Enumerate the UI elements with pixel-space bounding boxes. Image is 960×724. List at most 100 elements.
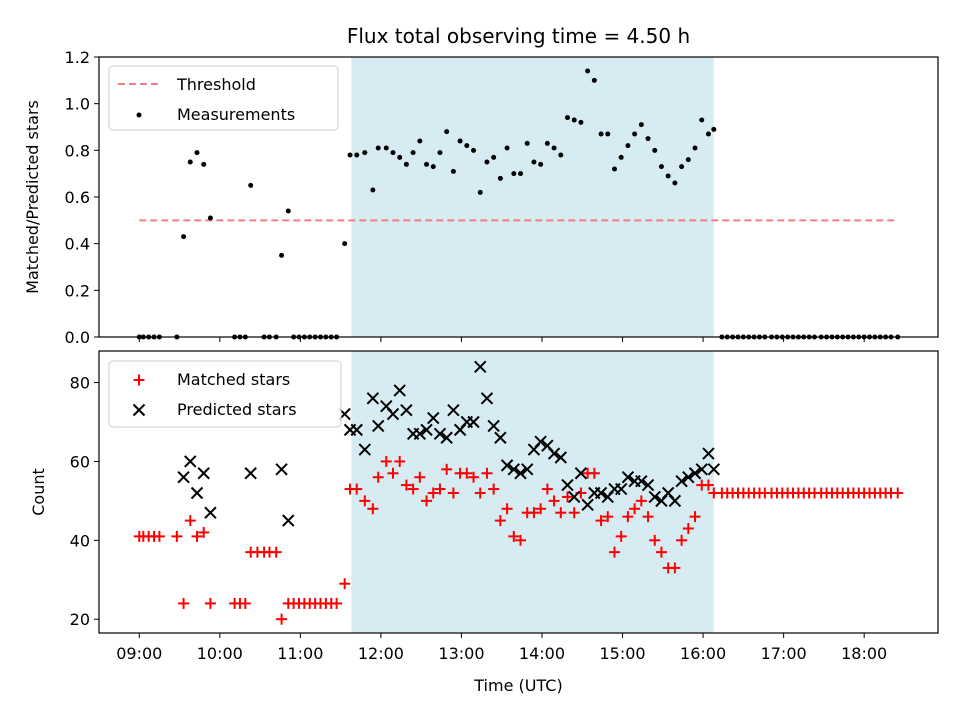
matched-star-point: [608, 546, 620, 558]
predicted-star-point: [635, 474, 648, 488]
measurement-point: [551, 145, 557, 151]
legend-predicted-stars-swatch: [132, 403, 146, 417]
measurement-point: [511, 171, 517, 177]
predicted-star-point: [350, 423, 363, 437]
x-tick-label: 09:00: [116, 644, 162, 663]
predicted-star-point: [420, 423, 433, 437]
measurement-point: [672, 180, 678, 186]
predicted-star-point: [494, 431, 507, 444]
matched-star-point: [331, 597, 343, 609]
observing-window-shade: [351, 351, 714, 633]
matched-star-point: [407, 483, 419, 495]
legend-plus-marker: [133, 374, 145, 386]
top-y-axis-label: Matched/Predicted stars: [23, 100, 42, 294]
legend-matched-stars-label: Matched stars: [177, 370, 290, 389]
measurement-point: [347, 152, 353, 158]
measurement-point: [632, 131, 638, 137]
legend-threshold-label: Threshold: [176, 75, 256, 94]
measurement-point: [571, 117, 577, 123]
x-tick-label: 10:00: [197, 644, 243, 663]
bottom-x-ticks: 09:00 10:00 11:00 12:00 13:00 14:00 15:00 16:00…: [116, 633, 887, 663]
matched-star-point: [270, 546, 282, 558]
legend-measurements-label: Measurements: [177, 105, 295, 124]
predicted-star-point: [641, 478, 655, 492]
measurement-point: [362, 150, 368, 156]
y-tick-label: 0.2: [65, 281, 90, 300]
measurement-point: [484, 159, 490, 165]
measurement-point: [424, 161, 430, 167]
matched-star-point: [367, 503, 379, 515]
x-tick-label: 12:00: [358, 644, 404, 663]
matched-star-point: [615, 530, 627, 542]
matched-star-point: [635, 495, 647, 507]
predicted-star-point: [366, 392, 380, 405]
measurement-point: [578, 119, 584, 125]
measurement-point: [558, 152, 564, 158]
matched-star-point: [892, 487, 904, 499]
measurement-point: [181, 234, 187, 240]
measurement-point: [638, 122, 644, 128]
measurement-point: [417, 138, 423, 144]
measurement-point: [524, 140, 530, 146]
matched-star-point: [515, 534, 527, 546]
matched-star-point: [461, 467, 473, 479]
predicted-star-point: [594, 486, 608, 500]
measurement-point: [618, 154, 624, 160]
matched-star-point: [535, 503, 547, 515]
measurement-point: [444, 129, 450, 135]
y-tick-label: 60: [70, 452, 90, 471]
x-tick-label: 14:00: [519, 644, 565, 663]
measurement-point: [477, 189, 483, 195]
predicted-star-point: [574, 467, 588, 480]
measurement-point: [679, 164, 685, 170]
matched-star-point: [239, 597, 251, 609]
matched-star-point: [669, 562, 681, 574]
predicted-star-point: [554, 451, 567, 464]
x-tick-label: 18:00: [841, 644, 887, 663]
matched-star-point: [434, 483, 446, 495]
measurement-point: [538, 161, 544, 167]
predicted-star-point: [413, 427, 427, 441]
bottom-y-ticks: 20 40 60 80: [70, 374, 99, 629]
x-axis-label: Time (UTC): [473, 676, 562, 695]
matched-star-point: [481, 467, 493, 479]
matched-star-point: [441, 463, 453, 475]
matched-star-point: [548, 495, 560, 507]
y-tick-label: 0.0: [65, 328, 90, 347]
predicted-star-point: [282, 514, 295, 527]
matched-star-point: [649, 534, 661, 546]
matched-star-point: [474, 487, 486, 499]
bottom-legend: Matched stars Predicted stars: [108, 360, 342, 428]
matched-star-point: [595, 515, 607, 527]
measurement-point: [544, 140, 550, 146]
matched-star-point: [351, 483, 363, 495]
matched-star-point: [198, 526, 210, 538]
measurement-point: [390, 150, 396, 156]
matched-star-point: [494, 515, 506, 527]
measurement-point: [497, 175, 503, 181]
x-tick-label: 16:00: [680, 644, 726, 663]
measurement-point: [285, 208, 291, 214]
legend-predicted-stars-label: Predicted stars: [177, 400, 297, 419]
measurement-point: [430, 164, 436, 170]
measurement-point: [591, 77, 597, 83]
measurement-point: [652, 147, 658, 153]
predicted-star-point: [190, 486, 204, 500]
predicted-star-point: [534, 435, 547, 448]
x-tick-label: 17:00: [761, 644, 807, 663]
matched-star-point: [629, 503, 641, 515]
predicted-star-point: [688, 467, 702, 480]
y-tick-label: 0.4: [65, 235, 90, 254]
top-legend: Threshold Measurements: [108, 65, 339, 131]
matched-star-point: [204, 597, 216, 609]
predicted-star-point: [184, 455, 197, 468]
predicted-star-point: [244, 467, 257, 480]
matched-star-point: [421, 495, 433, 507]
y-tick-label: 0.8: [65, 141, 90, 160]
predicted-star-point: [507, 463, 521, 476]
predicted-star-point: [386, 407, 400, 421]
predicted-star-point: [581, 498, 594, 512]
predicted-star-point: [695, 463, 708, 476]
matched-star-point: [501, 503, 513, 515]
